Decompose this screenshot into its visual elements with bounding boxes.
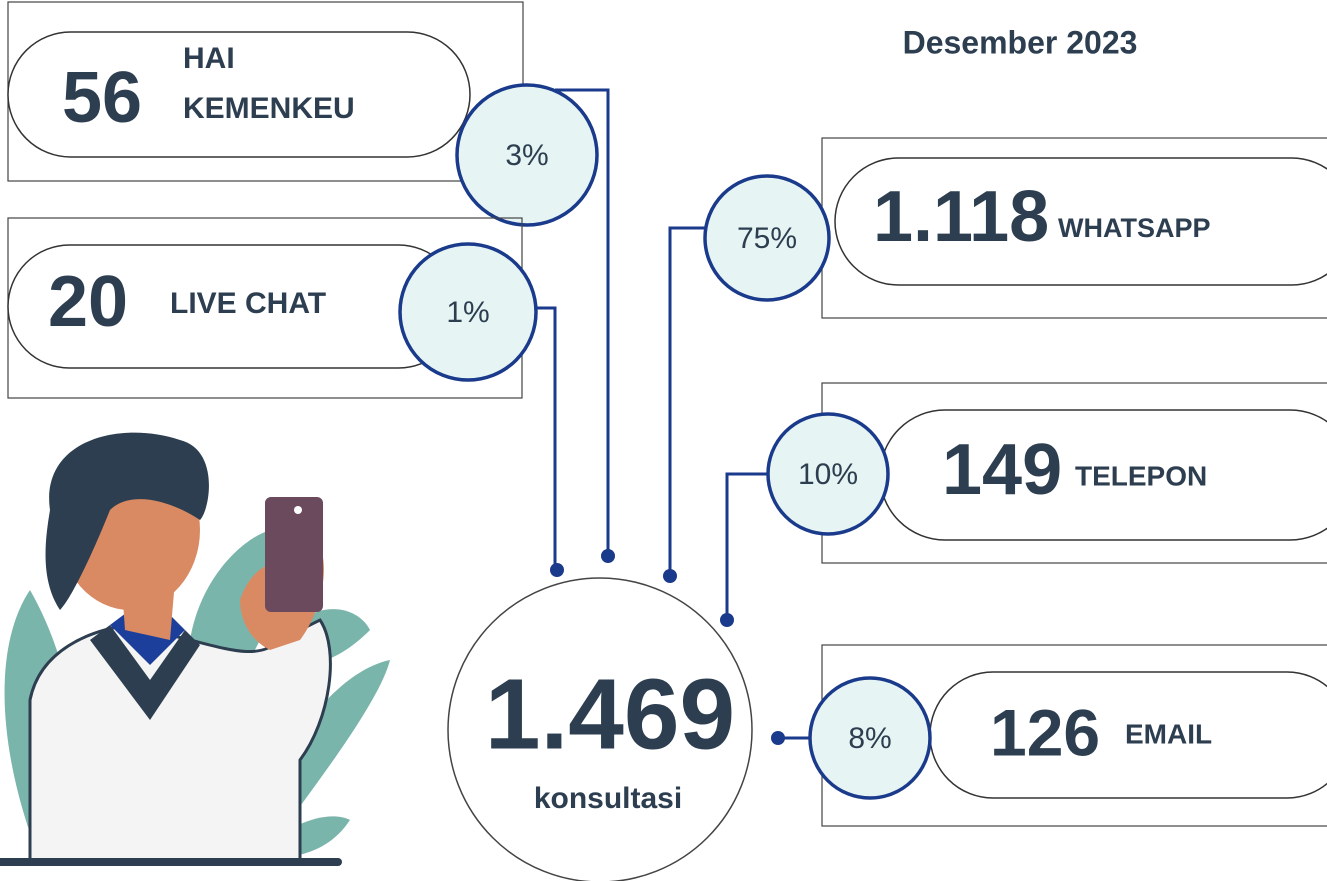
channel-percent: 3% [505,139,548,172]
percent-circle [455,83,599,227]
channel-value: 149 [942,430,1062,510]
total-value: 1.469 [485,658,735,770]
connector [555,88,610,556]
channel-name: TELEPON [1075,460,1207,491]
channel-name: WHATSAPP [1058,213,1211,243]
connector-dot [720,613,734,627]
channel-value: 126 [990,695,1100,769]
percent-circle [808,676,932,800]
channel-percent: 10% [798,458,858,491]
channel-percent: 75% [737,222,797,255]
connector-dot [663,569,677,583]
channel-value: 20 [48,262,128,342]
total-label: konsultasi [534,782,682,815]
channel-percent: 8% [848,722,891,755]
percent-circle [703,174,831,302]
channel-name: EMAIL [1125,718,1212,749]
connector [536,306,557,570]
percent-circle [766,412,890,536]
channel-name: LIVE CHAT [170,287,326,320]
illustration [0,432,390,866]
percent-circle [398,242,538,382]
channel-pill [7,31,471,158]
connector-dot [601,549,615,563]
channel-name: HAI [183,42,235,75]
channel-percent: 1% [446,296,489,329]
channel-name: KEMENKEU [183,92,355,125]
channel-value: 56 [62,58,142,138]
connector-dot [771,731,785,745]
total-circle [447,577,753,881]
connector [668,226,705,576]
channel-pill [834,157,1327,286]
connector [725,472,768,620]
channel-value: 1.118 [873,177,1049,257]
title: Desember 2023 [903,24,1138,60]
connector-dot [550,563,564,577]
